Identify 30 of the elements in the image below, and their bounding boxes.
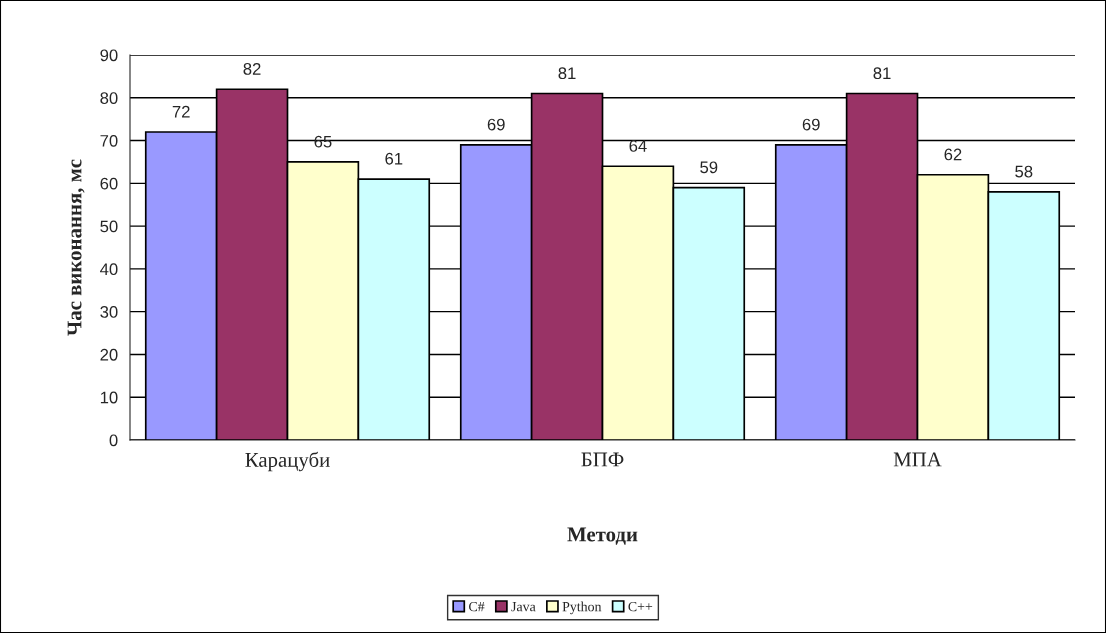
y-tick-label: 10 (100, 391, 118, 404)
data-label: 64 (629, 140, 647, 152)
data-label: 62 (944, 148, 962, 161)
data-label: 82 (243, 63, 261, 75)
data-label: 59 (700, 161, 718, 174)
y-tick-label: 50 (100, 220, 118, 233)
data-label: 61 (385, 152, 403, 165)
x-axis-title: Методи (567, 527, 638, 545)
y-tick-label: 0 (109, 434, 118, 447)
y-tick-label: 40 (100, 263, 118, 276)
data-label: 69 (802, 118, 820, 131)
x-tick-label: БПФ (581, 452, 624, 467)
legend-label: Java (511, 602, 536, 612)
y-tick-label: 20 (100, 348, 118, 361)
y-axis-title: Час виконання, мс (67, 159, 85, 336)
y-tick-label: 30 (100, 306, 118, 318)
data-label: 58 (1015, 165, 1033, 178)
y-tick-label: 90 (100, 49, 118, 62)
y-tick-label: 60 (100, 177, 118, 190)
legend-label: C# (469, 601, 485, 612)
legend-label: C++ (628, 601, 653, 612)
x-tick-label: Карацуби (245, 451, 330, 472)
data-label: 72 (172, 105, 190, 118)
x-tick-label: МПА (893, 452, 942, 467)
data-label: 81 (873, 67, 891, 80)
data-label: 81 (558, 67, 576, 80)
legend-label: Python (562, 601, 602, 615)
data-label: 69 (487, 118, 505, 131)
y-tick-label: 70 (100, 134, 118, 147)
y-tick-label: 80 (100, 92, 118, 104)
